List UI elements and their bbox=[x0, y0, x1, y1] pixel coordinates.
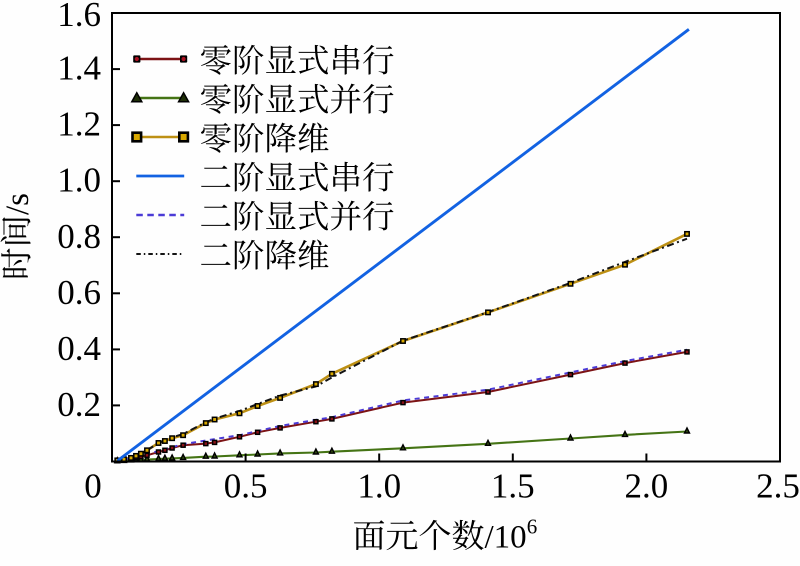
svg-text:1.2: 1.2 bbox=[57, 105, 101, 144]
svg-text:1.0: 1.0 bbox=[357, 467, 401, 506]
svg-text:1.6: 1.6 bbox=[57, 0, 101, 34]
svg-text:0.4: 0.4 bbox=[57, 329, 101, 368]
svg-text:6: 6 bbox=[527, 515, 538, 539]
svg-text:0.8: 0.8 bbox=[57, 217, 101, 256]
svg-text:/10: /10 bbox=[485, 520, 527, 556]
svg-text:0.6: 0.6 bbox=[57, 273, 101, 312]
svg-text:0.2: 0.2 bbox=[57, 385, 101, 424]
svg-text:1.0: 1.0 bbox=[57, 161, 101, 200]
svg-text:1.4: 1.4 bbox=[57, 49, 101, 88]
svg-text:0: 0 bbox=[84, 467, 102, 506]
svg-text:2.0: 2.0 bbox=[625, 467, 669, 506]
svg-text:0.5: 0.5 bbox=[224, 467, 268, 506]
svg-text:1.5: 1.5 bbox=[491, 467, 535, 506]
svg-text:2.5: 2.5 bbox=[756, 467, 800, 506]
svg-text:/s: /s bbox=[0, 193, 36, 215]
